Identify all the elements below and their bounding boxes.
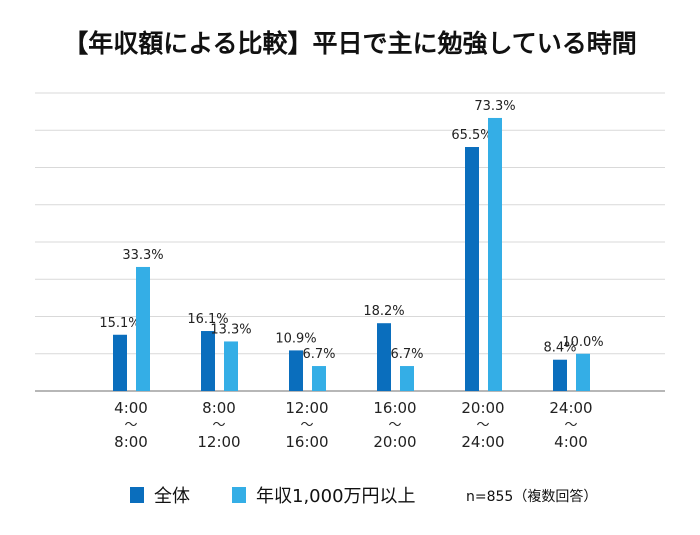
x-tick-label: 12:00	[285, 399, 328, 417]
data-label-series-2: 73.3%	[474, 99, 515, 114]
x-tick-label: 8:00	[114, 433, 148, 451]
data-label-series-2: 6.7%	[390, 347, 423, 362]
x-tick-label: 〜	[388, 418, 401, 433]
bar-series-2	[312, 366, 326, 391]
legend-swatch-series-1	[130, 487, 144, 503]
legend-item-series-2: 年収1,000万円以上	[232, 482, 416, 508]
x-tick-label: 〜	[212, 418, 225, 433]
bar-series-1	[377, 323, 391, 391]
bar-series-1	[465, 147, 479, 391]
bar-series-2	[400, 366, 414, 391]
data-label-series-1: 8.4%	[543, 341, 576, 356]
data-label-series-2: 10.0%	[562, 335, 603, 350]
x-tick-label: 4:00	[114, 399, 148, 417]
legend: 全体 年収1,000万円以上	[0, 482, 700, 508]
bar-chart: 15.1%33.3%4:00〜8:0016.1%13.3%8:00〜12:001…	[35, 92, 665, 451]
legend-label-series-2: 年収1,000万円以上	[256, 486, 416, 507]
data-label-series-1: 15.1%	[99, 316, 140, 331]
x-tick-label: 4:00	[554, 433, 588, 451]
sample-note: n=855（複数回答）	[466, 489, 598, 505]
data-label-series-1: 65.5%	[451, 128, 492, 143]
legend-item-series-1: 全体	[130, 482, 190, 508]
x-tick-label: 16:00	[285, 433, 328, 451]
bar-series-1	[201, 331, 215, 391]
data-label-series-2: 33.3%	[122, 248, 163, 263]
x-tick-label: 12:00	[197, 433, 240, 451]
x-tick-label: 〜	[564, 418, 577, 433]
bar-series-2	[224, 341, 238, 391]
x-tick-label: 〜	[124, 418, 137, 433]
legend-label-series-1: 全体	[154, 486, 190, 507]
bar-series-1	[289, 350, 303, 391]
x-tick-label: 24:00	[461, 433, 504, 451]
bar-series-2	[488, 117, 502, 392]
x-tick-label: 〜	[300, 418, 313, 433]
chart-title: 【年収額による比較】平日で主に勉強している時間	[63, 29, 637, 58]
legend-swatch-series-2	[232, 487, 246, 503]
x-tick-label: 8:00	[202, 399, 236, 417]
x-tick-label: 〜	[476, 418, 489, 433]
x-tick-label: 24:00	[549, 399, 592, 417]
x-tick-label: 16:00	[373, 399, 416, 417]
data-label-series-2: 13.3%	[210, 322, 251, 337]
x-tick-label: 20:00	[373, 433, 416, 451]
data-label-series-2: 6.7%	[302, 347, 335, 362]
bar-series-2	[136, 266, 150, 391]
x-tick-label: 20:00	[461, 399, 504, 417]
data-label-series-1: 16.1%	[187, 312, 228, 327]
data-label-series-1: 10.9%	[275, 331, 316, 346]
bar-series-2	[576, 353, 590, 391]
data-label-series-1: 18.2%	[363, 304, 404, 319]
bar-series-1	[113, 334, 127, 391]
bar-series-1	[553, 359, 567, 391]
